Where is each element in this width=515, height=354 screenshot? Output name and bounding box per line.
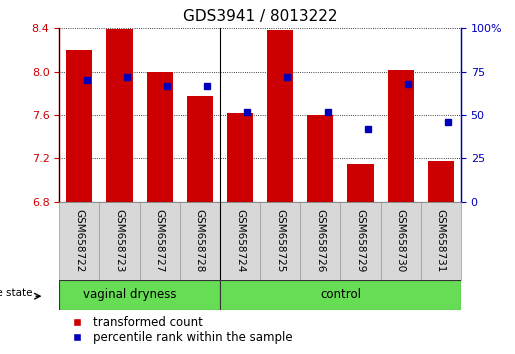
Legend: transformed count, percentile rank within the sample: transformed count, percentile rank withi… (65, 316, 293, 344)
Text: GSM658730: GSM658730 (396, 209, 406, 272)
Text: GSM658724: GSM658724 (235, 209, 245, 273)
Bar (187, 96, 213, 202)
Bar (220, 280, 461, 310)
Bar (227, 113, 253, 202)
Bar (381, 202, 421, 280)
Bar (99, 202, 140, 280)
Bar (307, 115, 333, 202)
Bar (421, 202, 461, 280)
Text: GSM658722: GSM658722 (74, 209, 84, 273)
Text: vaginal dryness: vaginal dryness (83, 288, 176, 301)
Bar (147, 72, 173, 202)
Text: GSM658727: GSM658727 (154, 209, 165, 273)
Bar (220, 202, 260, 280)
Bar (59, 280, 220, 310)
Text: GSM658723: GSM658723 (114, 209, 125, 273)
Text: disease state: disease state (0, 288, 32, 298)
Text: GSM658728: GSM658728 (195, 209, 205, 273)
Bar (260, 202, 300, 280)
Text: control: control (320, 288, 361, 301)
Text: GSM658725: GSM658725 (275, 209, 285, 273)
Bar (388, 69, 414, 202)
Bar (59, 202, 99, 280)
Bar (180, 202, 220, 280)
Bar (348, 164, 373, 202)
Title: GDS3941 / 8013222: GDS3941 / 8013222 (183, 9, 337, 24)
Bar (66, 50, 92, 202)
Text: GSM658731: GSM658731 (436, 209, 446, 273)
Bar (267, 30, 293, 202)
Bar (300, 202, 340, 280)
Bar (140, 202, 180, 280)
Text: GSM658729: GSM658729 (355, 209, 366, 273)
Bar (428, 161, 454, 202)
Text: GSM658726: GSM658726 (315, 209, 325, 273)
Bar (340, 202, 381, 280)
Bar (107, 29, 132, 202)
